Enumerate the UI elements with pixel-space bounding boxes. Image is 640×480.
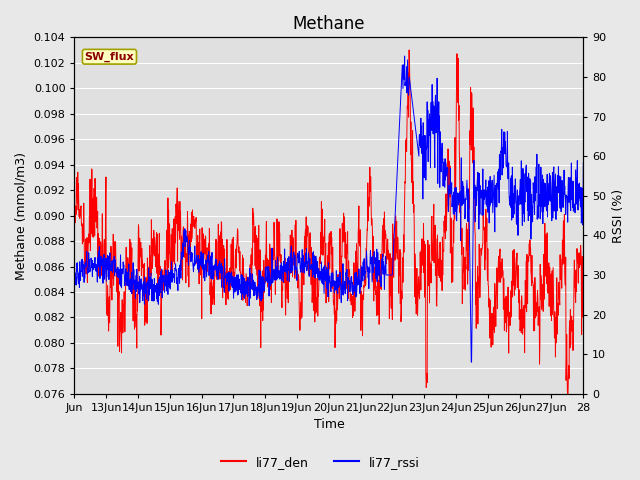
li77_rssi [449, 192, 456, 198]
li77_rssi [306, 267, 314, 273]
Line: li77_rssi: li77_rssi [74, 56, 583, 362]
li77_den [573, 259, 581, 264]
li77_rssi [573, 158, 581, 164]
li77_rssi [70, 287, 78, 292]
li77_rssi [401, 53, 408, 59]
Y-axis label: Methane (mmol/m3): Methane (mmol/m3) [15, 152, 28, 279]
li77_den [564, 391, 572, 396]
X-axis label: Time: Time [314, 419, 344, 432]
Title: Methane: Methane [292, 15, 365, 33]
li77_rssi [150, 298, 158, 304]
li77_rssi [316, 277, 323, 283]
li77_den [306, 247, 314, 253]
Text: SW_flux: SW_flux [84, 51, 134, 62]
li77_den [449, 279, 456, 285]
li77_rssi [579, 160, 587, 166]
li77_den [150, 230, 158, 236]
li77_rssi [524, 207, 531, 213]
li77_den [70, 227, 78, 232]
Y-axis label: RSSI (%): RSSI (%) [612, 189, 625, 242]
Line: li77_den: li77_den [74, 50, 583, 394]
li77_den [524, 285, 531, 291]
li77_rssi [467, 359, 475, 365]
li77_den [579, 289, 587, 295]
li77_den [316, 274, 323, 279]
li77_den [405, 47, 413, 53]
Legend: li77_den, li77_rssi: li77_den, li77_rssi [216, 451, 424, 474]
